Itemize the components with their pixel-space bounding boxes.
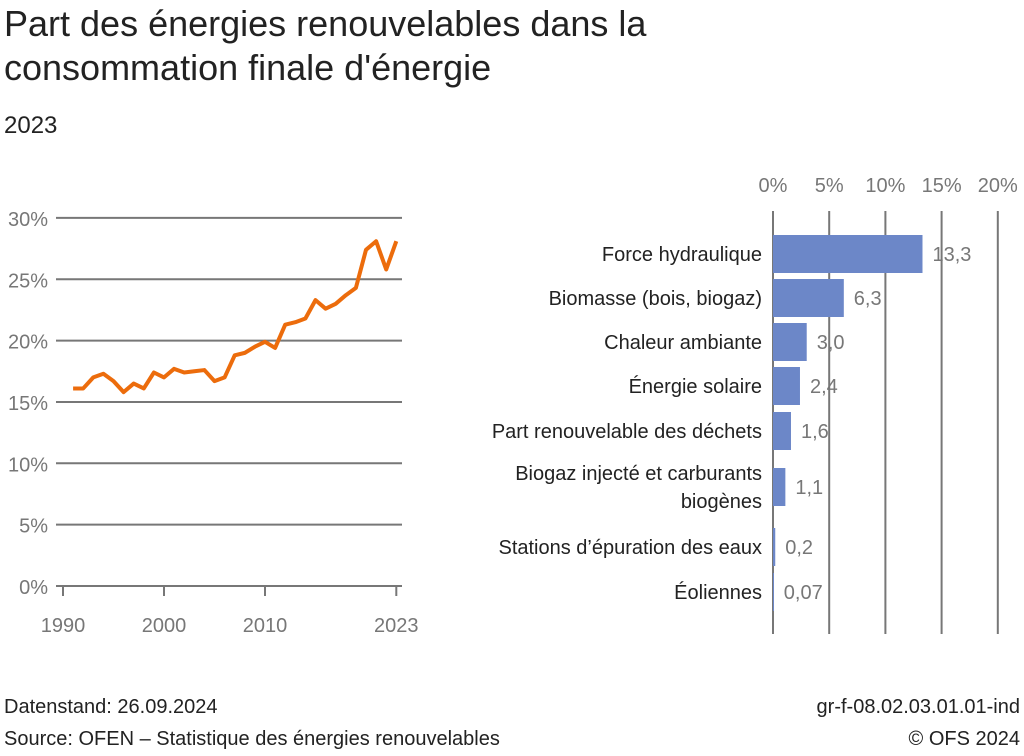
bar [773, 412, 791, 450]
category-label: Éoliennes [674, 581, 762, 604]
bar [773, 528, 776, 566]
x-tick-label: 15% [922, 175, 962, 197]
footer-copyright: © OFS 2024 [908, 728, 1020, 750]
category-label: Stations d’épuration des eaux [498, 537, 762, 559]
bar [773, 367, 800, 405]
category-label: Énergie solaire [629, 375, 762, 398]
x-tick-label: 2000 [142, 615, 187, 637]
category-label: biogènes [681, 491, 762, 513]
y-tick-label: 30% [8, 209, 48, 231]
footer-date: Datenstand: 26.09.2024 [4, 696, 218, 718]
category-label: Part renouvelable des déchets [492, 421, 762, 443]
y-tick-label: 0% [19, 577, 48, 599]
bar [773, 323, 807, 361]
bar [773, 235, 923, 273]
data-label: 2,4 [810, 376, 838, 398]
data-label: 0,07 [784, 582, 823, 604]
x-tick-label: 5% [815, 175, 844, 197]
chart-title: Part des énergies renouvelables dans la … [4, 3, 647, 88]
x-tick-label: 0% [759, 175, 788, 197]
y-tick-label: 25% [8, 270, 48, 292]
x-tick-label: 1990 [41, 615, 86, 637]
x-tick-label: 10% [865, 175, 905, 197]
y-tick-label: 5% [19, 516, 48, 538]
footer-source: Source: OFEN – Statistique des énergies … [4, 728, 500, 750]
bar [773, 468, 786, 506]
bar [773, 279, 844, 317]
x-tick-label: 2010 [243, 615, 288, 637]
footer-code: gr-f-08.02.03.01.01-ind [816, 696, 1020, 718]
line-series [73, 239, 399, 395]
bar [773, 573, 774, 611]
data-label: 0,2 [785, 537, 813, 559]
data-label: 1,1 [795, 477, 823, 499]
category-label: Biomasse (bois, biogaz) [549, 288, 762, 310]
y-tick-label: 15% [8, 393, 48, 415]
chart-subtitle: 2023 [4, 112, 58, 139]
category-label: Force hydraulique [602, 244, 762, 266]
data-label: 6,3 [854, 288, 882, 310]
y-tick-label: 20% [8, 332, 48, 354]
x-tick-label: 20% [978, 175, 1018, 197]
data-label: 1,6 [801, 421, 829, 443]
x-tick-label: 2023 [374, 615, 419, 637]
data-label: 13,3 [932, 244, 971, 266]
category-label: Chaleur ambiante [604, 332, 762, 354]
y-tick-label: 10% [8, 454, 48, 476]
category-label: Biogaz injecté et carburants [515, 463, 762, 485]
data-label: 3,0 [817, 332, 845, 354]
